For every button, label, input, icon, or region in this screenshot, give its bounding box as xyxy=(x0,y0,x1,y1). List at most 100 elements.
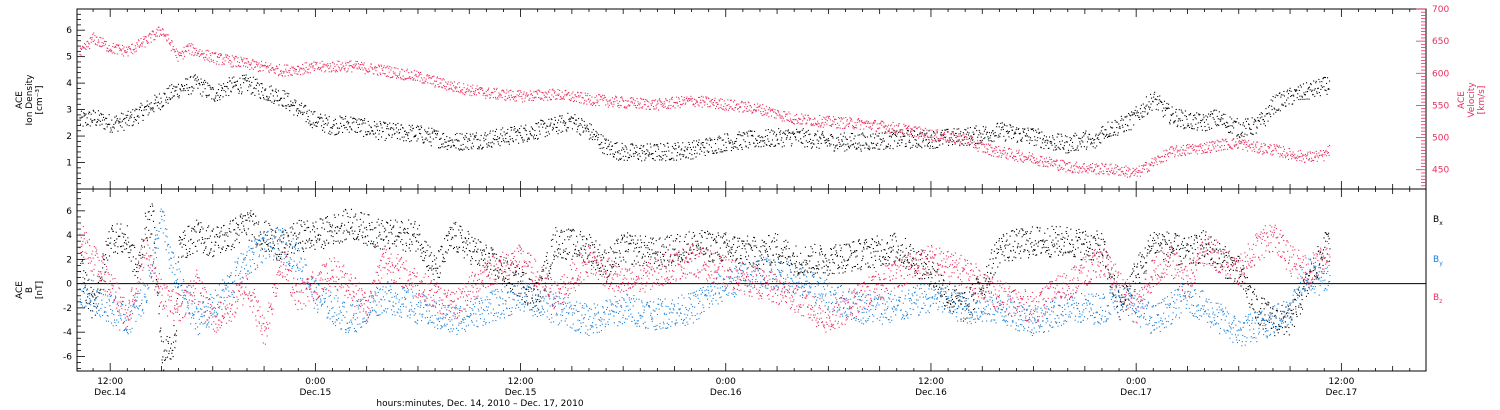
density-series-point xyxy=(862,134,864,136)
density-series-point xyxy=(316,122,318,124)
velocity-series-point xyxy=(413,78,415,80)
velocity-series-point xyxy=(241,58,243,60)
density-series-point xyxy=(312,122,314,124)
velocity-series-point xyxy=(762,104,764,106)
velocity-series-point xyxy=(388,67,390,69)
velocity-series-point xyxy=(1113,170,1115,172)
velocity-series-point xyxy=(337,66,339,68)
velocity-series-point xyxy=(1315,155,1317,157)
density-series-point xyxy=(1081,140,1083,142)
velocity-series-point xyxy=(1284,157,1286,159)
density-series-point xyxy=(595,136,597,138)
velocity-series-point xyxy=(936,132,938,134)
density-series-point xyxy=(1063,148,1065,150)
velocity-series-point xyxy=(508,96,510,98)
density-series-point xyxy=(497,141,499,143)
density-series-point xyxy=(833,144,835,146)
density-series-point xyxy=(230,90,232,92)
velocity-series-point xyxy=(257,71,259,73)
velocity-series-point xyxy=(1031,156,1033,158)
velocity-series-point xyxy=(1302,154,1304,156)
density-series-point xyxy=(1261,113,1263,115)
velocity-series-point xyxy=(133,48,135,50)
density-series-point xyxy=(1315,80,1317,82)
density-series-point xyxy=(500,129,502,131)
velocity-series-point xyxy=(705,98,707,100)
velocity-series-point xyxy=(791,121,793,123)
density-series-point xyxy=(1090,143,1092,145)
density-series-point xyxy=(720,137,722,139)
density-series-point xyxy=(1051,141,1053,143)
density-series-point xyxy=(480,134,482,136)
velocity-series-point xyxy=(310,63,312,65)
density-series-point xyxy=(1060,143,1062,145)
density-series-point xyxy=(681,154,683,156)
density-series-point xyxy=(621,142,623,144)
density-series-point xyxy=(790,145,792,147)
density-series-point xyxy=(273,100,275,102)
density-series-point xyxy=(1067,152,1069,154)
velocity-series-point xyxy=(565,90,567,92)
velocity-series-point xyxy=(418,71,420,73)
velocity-series-point xyxy=(493,88,495,90)
velocity-series-point xyxy=(1212,141,1214,143)
velocity-series-point xyxy=(982,143,984,145)
density-series-point xyxy=(1014,131,1016,133)
density-series-point xyxy=(531,127,533,129)
velocity-series-point xyxy=(541,97,543,99)
velocity-series-point xyxy=(102,37,104,39)
density-series-point xyxy=(723,144,725,146)
velocity-series-point xyxy=(784,111,786,113)
velocity-series-point xyxy=(353,66,355,68)
density-series-point xyxy=(386,128,388,130)
density-series-point xyxy=(1144,111,1146,113)
density-series-point xyxy=(984,137,986,139)
density-series-point xyxy=(963,137,965,139)
density-series-point xyxy=(212,87,214,89)
velocity-series-point xyxy=(676,96,678,98)
velocity-series-point xyxy=(518,89,520,91)
density-series-point xyxy=(702,144,704,146)
velocity-series-point xyxy=(819,125,821,127)
density-series-point xyxy=(337,132,339,134)
density-series-point xyxy=(1217,124,1219,126)
velocity-series-point xyxy=(932,136,934,138)
density-series-point xyxy=(1277,109,1279,111)
velocity-series-point xyxy=(379,66,381,68)
velocity-series-point xyxy=(750,110,752,112)
density-series-point xyxy=(1113,134,1115,136)
velocity-series-point xyxy=(1151,158,1153,160)
density-series-point xyxy=(315,125,317,127)
velocity-series-point xyxy=(608,104,610,106)
velocity-series-point xyxy=(449,84,451,86)
density-series-point xyxy=(1072,141,1074,143)
density-series-point xyxy=(491,141,493,143)
density-series-point xyxy=(1275,111,1277,113)
velocity-series-point xyxy=(665,99,667,101)
density-series-point xyxy=(559,115,561,117)
velocity-series-point xyxy=(426,74,428,76)
velocity-series-point xyxy=(601,98,603,100)
density-series-point xyxy=(244,79,246,81)
density-series-point xyxy=(769,131,771,133)
density-series-point xyxy=(674,148,676,150)
velocity-series-point xyxy=(1285,155,1287,157)
density-series-point xyxy=(199,93,201,95)
velocity-series-point xyxy=(154,39,156,41)
velocity-series-point xyxy=(1126,176,1128,178)
velocity-series-point xyxy=(600,95,602,97)
velocity-series-point xyxy=(305,66,307,68)
density-series-point xyxy=(495,139,497,141)
velocity-series-point xyxy=(653,108,655,110)
velocity-series-point xyxy=(665,98,667,100)
density-series-point xyxy=(946,131,948,133)
velocity-series-point xyxy=(526,95,528,97)
velocity-series-point xyxy=(769,108,771,110)
density-series-point xyxy=(1290,95,1292,97)
density-series-point xyxy=(1001,122,1003,124)
velocity-series-point xyxy=(1173,150,1175,152)
density-series-point xyxy=(243,74,245,76)
velocity-series-point xyxy=(943,137,945,139)
velocity-series-point xyxy=(1310,152,1312,154)
velocity-series-point xyxy=(475,88,477,90)
